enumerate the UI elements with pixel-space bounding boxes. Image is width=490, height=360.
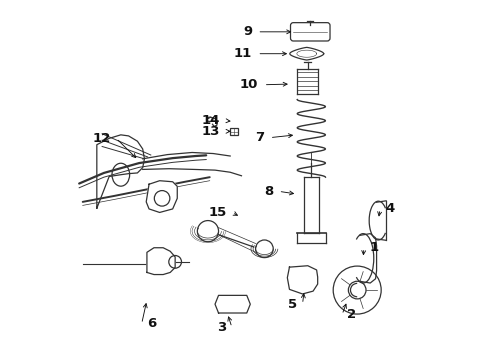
Text: 8: 8: [264, 185, 273, 198]
Text: 10: 10: [240, 78, 258, 91]
Polygon shape: [215, 295, 250, 313]
Text: 12: 12: [93, 132, 111, 145]
Text: 11: 11: [234, 47, 252, 60]
Text: 15: 15: [208, 206, 227, 219]
Text: 6: 6: [147, 318, 156, 330]
Text: 9: 9: [243, 25, 252, 38]
Text: 2: 2: [347, 308, 356, 321]
Text: 5: 5: [288, 298, 297, 311]
Text: 4: 4: [386, 202, 394, 215]
Polygon shape: [97, 135, 145, 208]
Polygon shape: [287, 266, 318, 294]
Polygon shape: [146, 181, 177, 212]
Polygon shape: [147, 248, 175, 275]
Text: 1: 1: [369, 241, 378, 254]
Text: 7: 7: [255, 131, 265, 144]
Text: 13: 13: [202, 125, 220, 138]
Text: 14: 14: [202, 114, 220, 127]
Text: 3: 3: [218, 321, 227, 334]
